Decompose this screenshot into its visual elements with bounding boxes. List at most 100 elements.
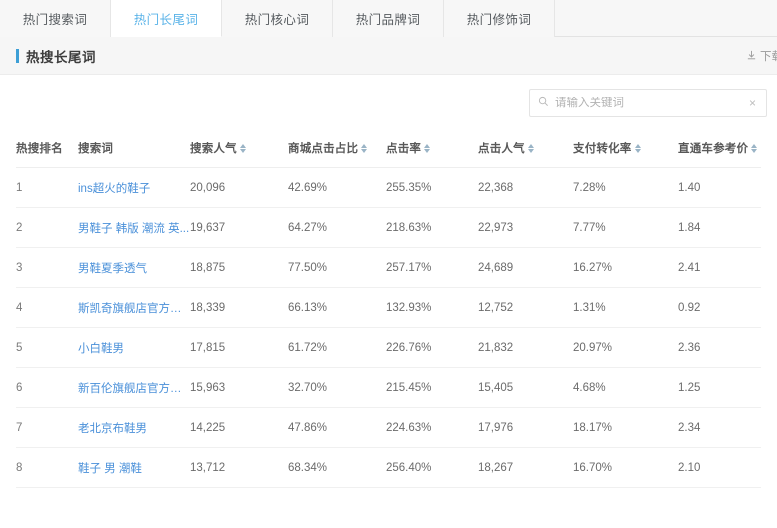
header-row: 热搜排名 搜索词 搜索人气 商城点击占比 点击率 点击人气 支付转化率 直通车参考价: [16, 131, 761, 168]
cell-rank: 2: [16, 207, 78, 248]
sort-toggle-icon[interactable]: [527, 143, 534, 153]
cell-click-rate: 255.35%: [386, 167, 478, 208]
cell-click-popularity: 12,752: [478, 287, 573, 328]
cell-click-rate: 226.76%: [386, 327, 478, 368]
cell-search-popularity: 14,225: [190, 407, 288, 448]
tab-4[interactable]: 热门修饰词: [444, 0, 555, 37]
cell-keyword: 斯凯奇旗舰店官方旗舰: [78, 287, 190, 328]
download-label: 下载: [760, 50, 777, 63]
cell-cpc-reference: 0.92: [678, 287, 761, 328]
clear-icon[interactable]: ×: [748, 96, 756, 110]
search-row: ×: [0, 75, 777, 131]
search-box[interactable]: ×: [529, 89, 767, 117]
cell-click-popularity: 22,368: [478, 167, 573, 208]
cell-search-popularity: 17,815: [190, 327, 288, 368]
cell-cpc-reference: 1.84: [678, 207, 761, 248]
search-input[interactable]: [555, 97, 741, 109]
table-body: 1 ins超火的鞋子 20,096 42.69% 255.35% 22,368 7.28% 1…: [16, 167, 761, 488]
cell-mall-click-share: 32.70%: [288, 367, 386, 408]
tab-bar: 热门搜索词 热门长尾词 热门核心词 热门品牌词 热门修饰词: [0, 0, 777, 37]
cell-pay-conversion: 16.27%: [573, 247, 678, 288]
cell-pay-conversion: 4.68%: [573, 367, 678, 408]
column-header-6[interactable]: 支付转化率: [573, 131, 678, 168]
column-header-label: 点击人气: [478, 143, 525, 155]
cell-pay-conversion: 18.17%: [573, 407, 678, 448]
cell-search-popularity: 15,963: [190, 367, 288, 408]
cell-cpc-reference: 2.10: [678, 447, 761, 488]
cell-keyword: ins超火的鞋子: [78, 167, 190, 208]
keyword-link[interactable]: 小白鞋男: [78, 342, 124, 355]
cell-keyword: 老北京布鞋男: [78, 407, 190, 448]
table-row: 1 ins超火的鞋子 20,096 42.69% 255.35% 22,368 7.28% 1…: [16, 167, 761, 208]
column-header-inner: 商城点击占比: [288, 140, 368, 156]
cell-click-rate: 215.45%: [386, 367, 478, 408]
column-header-label: 商城点击占比: [288, 143, 359, 155]
section-header: 热搜长尾词 下载: [0, 37, 777, 75]
cell-search-popularity: 20,096: [190, 167, 288, 208]
keyword-link[interactable]: 男鞋夏季透气: [78, 262, 147, 275]
download-icon: [746, 50, 757, 61]
cell-keyword: 男鞋夏季透气: [78, 247, 190, 288]
sort-toggle-icon[interactable]: [751, 143, 758, 153]
cell-cpc-reference: 2.36: [678, 327, 761, 368]
cell-rank: 8: [16, 447, 78, 488]
sort-toggle-icon[interactable]: [239, 143, 246, 153]
cell-mall-click-share: 68.34%: [288, 447, 386, 488]
table-row: 3 男鞋夏季透气 18,875 77.50% 257.17% 24,689 16.27% 2.…: [16, 247, 761, 288]
table-row: 5 小白鞋男 17,815 61.72% 226.76% 21,832 20.97% 2.36: [16, 327, 761, 368]
download-button[interactable]: 下载: [746, 48, 777, 64]
cell-search-popularity: 19,637: [190, 207, 288, 248]
column-header-0: 热搜排名: [16, 131, 78, 168]
cell-click-rate: 132.93%: [386, 287, 478, 328]
table-row: 7 老北京布鞋男 14,225 47.86% 224.63% 17,976 18.17% 2.…: [16, 407, 761, 448]
cell-click-rate: 256.40%: [386, 447, 478, 488]
column-header-inner: 直通车参考价: [678, 140, 758, 156]
cell-cpc-reference: 1.25: [678, 367, 761, 408]
table-row: 2 男鞋子 韩版 潮流 英... 19,637 64.27% 218.63% 22,973…: [16, 207, 761, 248]
cell-cpc-reference: 1.40: [678, 167, 761, 208]
column-header-2[interactable]: 搜索人气: [190, 131, 288, 168]
cell-click-popularity: 15,405: [478, 367, 573, 408]
keyword-link[interactable]: 新百伦旗舰店官方正品: [78, 382, 190, 395]
cell-mall-click-share: 66.13%: [288, 287, 386, 328]
cell-search-popularity: 18,339: [190, 287, 288, 328]
cell-keyword: 男鞋子 韩版 潮流 英...: [78, 207, 190, 248]
cell-mall-click-share: 61.72%: [288, 327, 386, 368]
search-icon: [538, 94, 549, 112]
table-row: 8 鞋子 男 潮鞋 13,712 68.34% 256.40% 18,267 16.70% 2…: [16, 447, 761, 488]
keyword-link[interactable]: ins超火的鞋子: [78, 182, 151, 195]
tab-0[interactable]: 热门搜索词: [0, 0, 111, 37]
column-header-4[interactable]: 点击率: [386, 131, 478, 168]
column-header-3[interactable]: 商城点击占比: [288, 131, 386, 168]
keyword-link[interactable]: 男鞋子 韩版 潮流 英...: [78, 222, 190, 235]
keyword-link[interactable]: 鞋子 男 潮鞋: [78, 462, 142, 475]
column-header-7[interactable]: 直通车参考价: [678, 131, 761, 168]
keyword-link[interactable]: 斯凯奇旗舰店官方旗舰: [78, 302, 190, 315]
column-header-inner: 点击率: [386, 140, 431, 156]
sort-toggle-icon[interactable]: [361, 143, 368, 153]
sort-toggle-icon[interactable]: [424, 143, 431, 153]
table-row: 4 斯凯奇旗舰店官方旗舰 18,339 66.13% 132.93% 12,752 1.31…: [16, 287, 761, 328]
column-header-5[interactable]: 点击人气: [478, 131, 573, 168]
cell-rank: 6: [16, 367, 78, 408]
tab-3[interactable]: 热门品牌词: [333, 0, 444, 37]
tab-1[interactable]: 热门长尾词: [111, 0, 222, 37]
cell-mall-click-share: 64.27%: [288, 207, 386, 248]
cell-pay-conversion: 7.28%: [573, 167, 678, 208]
cell-keyword: 小白鞋男: [78, 327, 190, 368]
tab-2[interactable]: 热门核心词: [222, 0, 333, 37]
cell-search-popularity: 13,712: [190, 447, 288, 488]
column-header-label: 搜索人气: [190, 143, 237, 155]
column-header-1: 搜索词: [78, 131, 190, 168]
cell-click-rate: 224.63%: [386, 407, 478, 448]
column-header-inner: 搜索词: [78, 140, 113, 156]
cell-rank: 4: [16, 287, 78, 328]
sort-toggle-icon[interactable]: [634, 143, 641, 153]
cell-rank: 7: [16, 407, 78, 448]
cell-pay-conversion: 1.31%: [573, 287, 678, 328]
cell-click-popularity: 18,267: [478, 447, 573, 488]
keyword-link[interactable]: 老北京布鞋男: [78, 422, 147, 435]
column-header-inner: 搜索人气: [190, 140, 246, 156]
keywords-table: 热搜排名 搜索词 搜索人气 商城点击占比 点击率 点击人气 支付转化率 直通车参考价 1 ins…: [16, 131, 761, 488]
page-title: 热搜长尾词: [26, 49, 96, 65]
